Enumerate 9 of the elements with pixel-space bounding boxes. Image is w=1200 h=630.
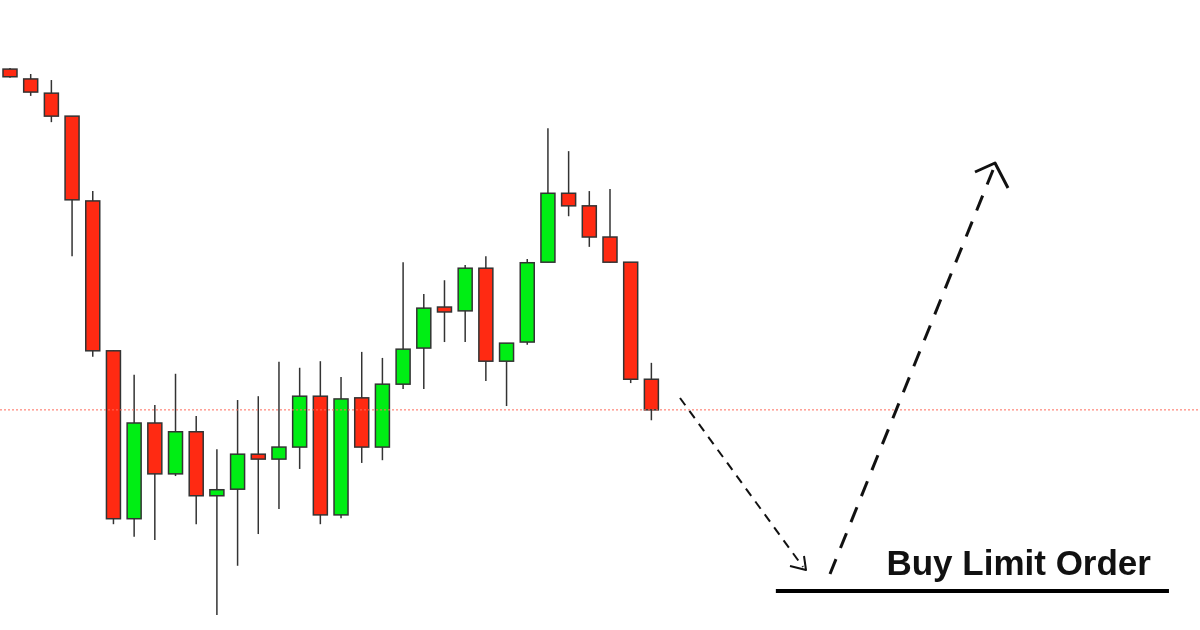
candlestick xyxy=(250,395,267,535)
candlestick xyxy=(209,448,225,615)
candlestick xyxy=(560,150,577,217)
ref-line-label: Buy Limit Order xyxy=(886,542,1152,582)
candlestick xyxy=(436,279,453,343)
candlestick xyxy=(498,342,515,407)
candlestick xyxy=(43,79,60,123)
candlestick xyxy=(271,360,287,510)
candlestick xyxy=(22,73,39,97)
